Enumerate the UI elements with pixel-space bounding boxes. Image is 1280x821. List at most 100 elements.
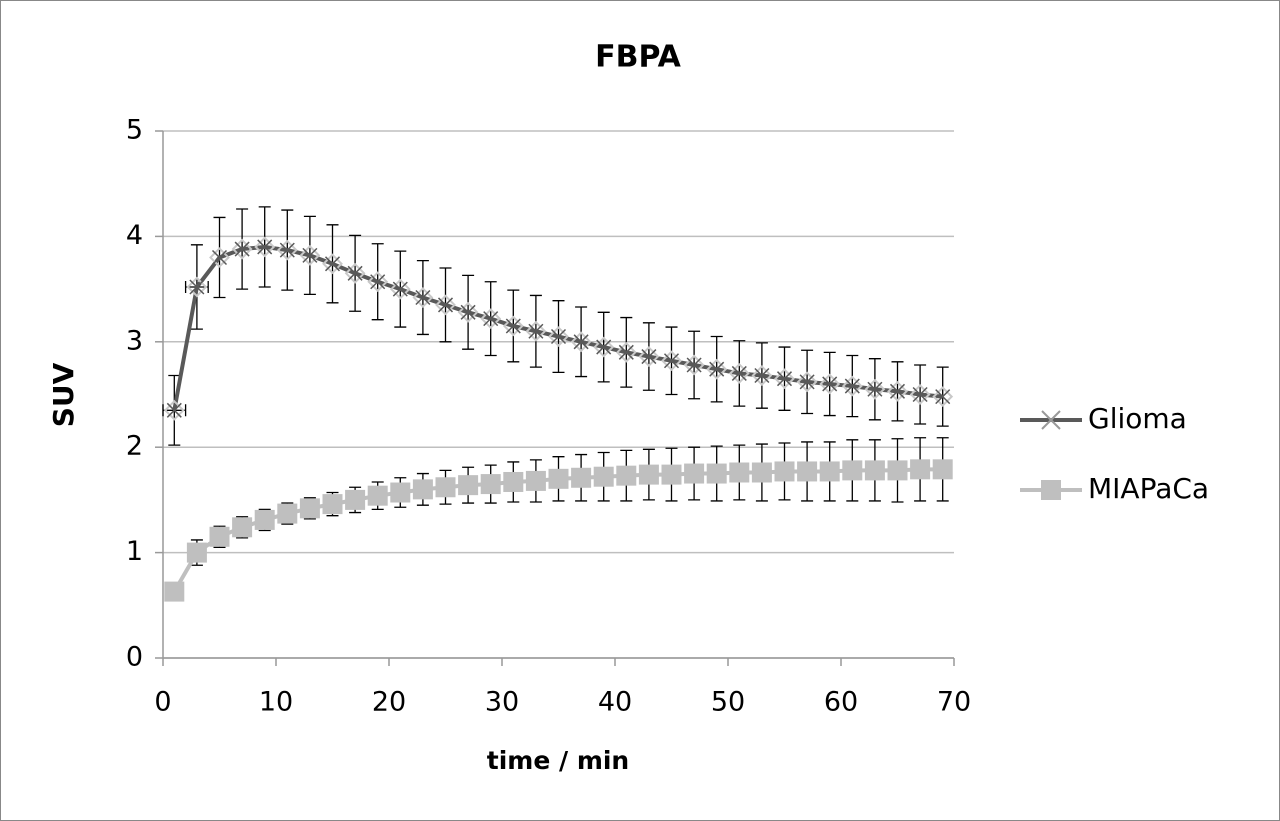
marker [570, 331, 592, 353]
marker [641, 349, 657, 365]
marker [347, 265, 363, 281]
y-tick-label: 5 [126, 115, 143, 146]
marker [709, 361, 725, 377]
marker [796, 371, 818, 393]
marker [186, 542, 207, 563]
marker [254, 509, 275, 530]
marker [189, 279, 205, 295]
marker [932, 386, 954, 408]
marker [367, 271, 389, 293]
y-tick-label: 2 [126, 431, 143, 462]
marker [864, 378, 886, 400]
marker [322, 494, 343, 515]
marker [774, 461, 795, 482]
marker [412, 287, 434, 308]
marker [548, 326, 569, 347]
marker [209, 526, 230, 547]
x-tick-label: 10 [259, 687, 293, 718]
marker [209, 247, 230, 268]
x-axis-label: time / min [487, 746, 629, 775]
marker [437, 297, 454, 313]
marker [480, 308, 502, 330]
marker [483, 311, 499, 327]
marker [935, 389, 951, 405]
marker [299, 498, 320, 519]
y-axis-label: SUV [47, 362, 80, 427]
marker [435, 294, 456, 316]
x-tick-label: 30 [485, 687, 519, 718]
marker [844, 378, 860, 394]
marker [910, 459, 931, 480]
marker [502, 315, 524, 337]
marker [912, 386, 928, 403]
x-tick-label: 60 [824, 687, 858, 718]
y-tick-label: 3 [126, 325, 143, 356]
marker [842, 460, 863, 481]
y-tick-label: 1 [126, 536, 143, 567]
marker [163, 399, 185, 421]
x-tick-label: 0 [154, 687, 171, 718]
marker [370, 274, 386, 290]
marker [728, 363, 750, 384]
marker [819, 461, 840, 482]
marker [684, 463, 705, 484]
marker [164, 581, 185, 602]
marker [887, 380, 908, 402]
marker [596, 339, 612, 355]
marker [392, 281, 408, 297]
marker [638, 464, 659, 485]
marker [211, 249, 228, 266]
marker [480, 474, 501, 495]
x-tick-label: 50 [711, 687, 745, 718]
marker [686, 357, 702, 373]
legend-label: MIAPaCa [1088, 472, 1209, 505]
marker [932, 459, 953, 480]
marker [731, 365, 747, 381]
marker [616, 465, 637, 486]
marker [661, 464, 682, 485]
marker [776, 371, 793, 387]
marker [505, 318, 521, 334]
marker [276, 239, 298, 261]
legend-marker [1041, 480, 1061, 500]
marker [573, 334, 589, 350]
marker [841, 375, 863, 397]
x-tick-label: 70 [937, 687, 971, 718]
marker [525, 320, 547, 342]
marker [186, 276, 208, 298]
marker [367, 485, 388, 506]
marker [279, 242, 295, 258]
marker [706, 463, 727, 484]
marker [302, 247, 318, 263]
marker [460, 304, 476, 320]
marker [234, 241, 250, 257]
marker [618, 344, 634, 360]
legend-label: Glioma [1088, 402, 1187, 435]
marker [412, 479, 433, 500]
marker [889, 383, 906, 399]
marker [593, 466, 614, 487]
marker [277, 503, 298, 524]
marker [166, 402, 182, 418]
marker [822, 376, 838, 392]
chart-title: FBPA [595, 40, 682, 75]
marker [663, 353, 680, 369]
marker [571, 467, 592, 488]
marker [324, 256, 341, 272]
marker [232, 517, 253, 538]
marker [909, 384, 931, 405]
marker [503, 471, 524, 492]
y-tick-label: 0 [126, 642, 143, 673]
marker [525, 470, 546, 491]
marker [254, 236, 276, 258]
marker [415, 290, 431, 306]
marker [345, 489, 366, 510]
y-tick-label: 4 [126, 220, 143, 251]
legend-marker [1041, 410, 1061, 430]
marker [754, 367, 770, 384]
marker [751, 365, 773, 386]
marker [867, 381, 883, 397]
marker [799, 374, 815, 390]
marker [457, 301, 479, 323]
marker [322, 253, 343, 275]
